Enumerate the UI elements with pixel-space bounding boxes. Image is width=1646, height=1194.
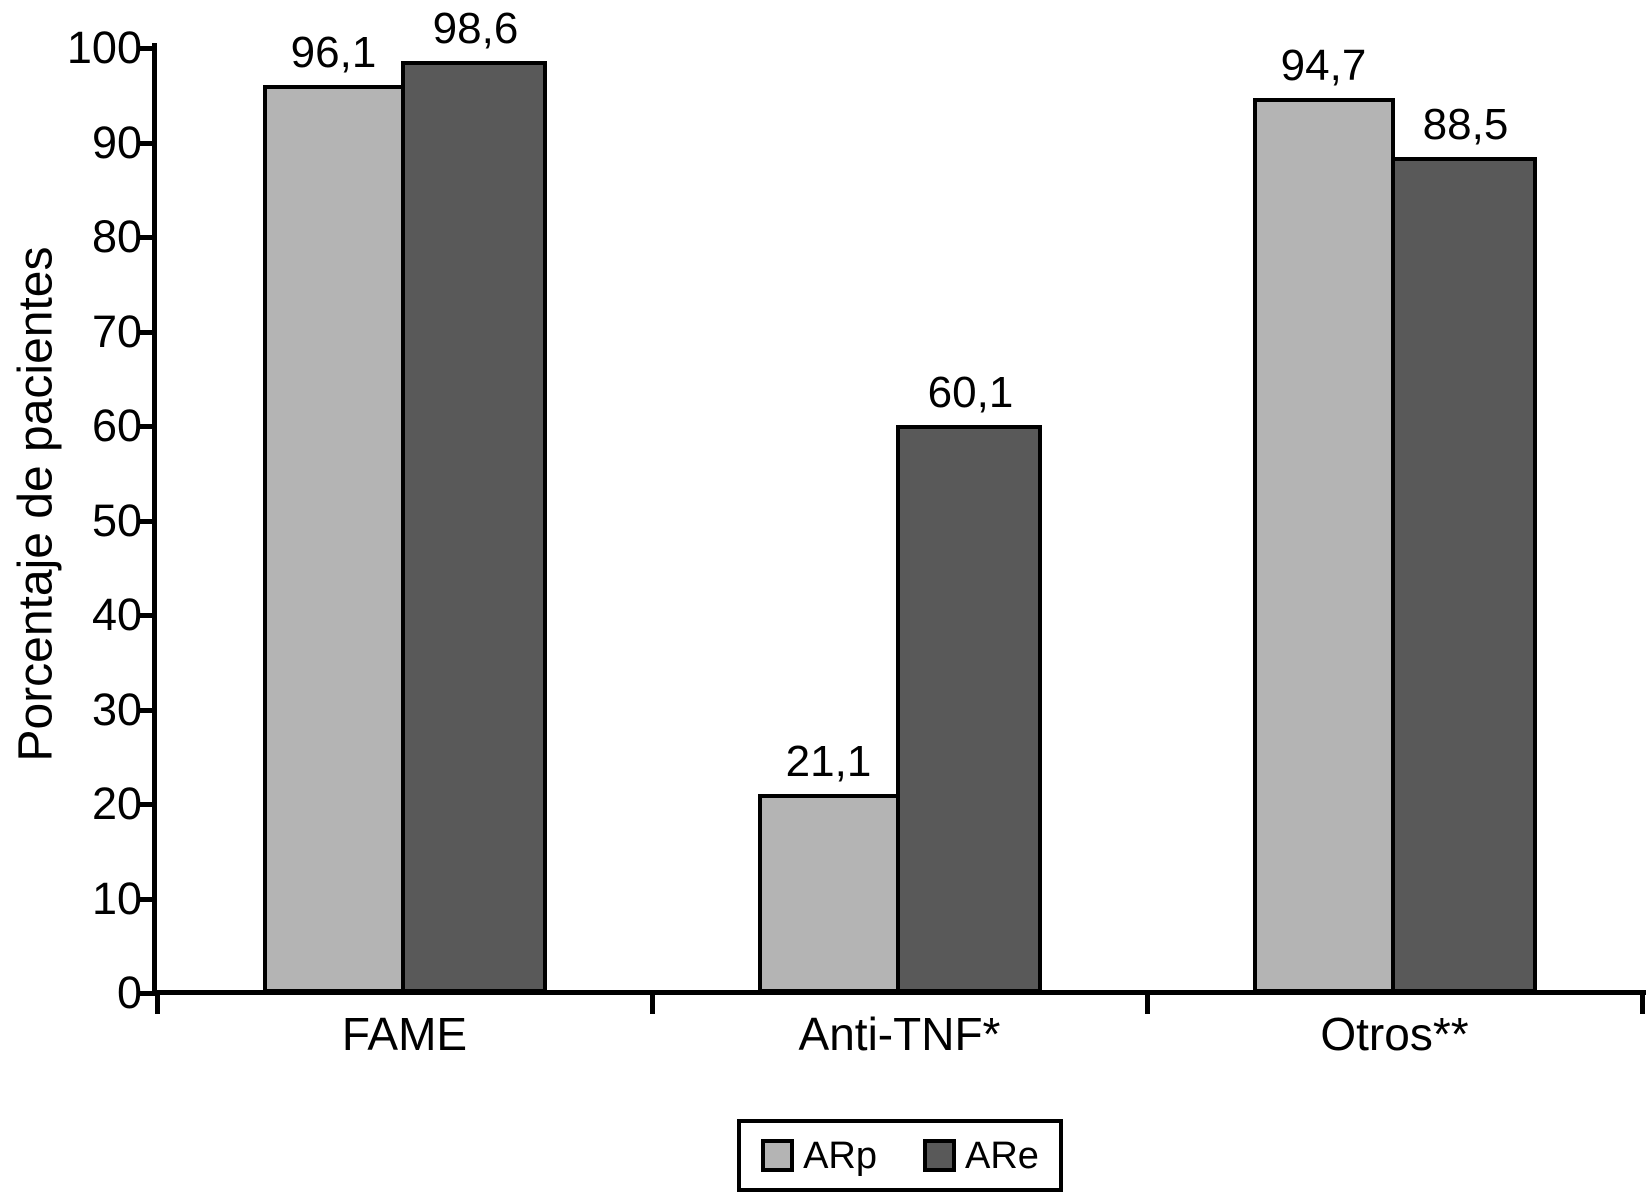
legend-item-ARe: ARe: [923, 1136, 1039, 1176]
y-tick-mark: [139, 991, 157, 996]
bar-value-label: 98,6: [432, 4, 519, 53]
y-tick-label: 80: [91, 211, 142, 262]
y-tick-label: 60: [91, 400, 142, 451]
y-tick-label: 40: [91, 589, 142, 640]
bar-value-label: 96,1: [290, 28, 377, 77]
bar-value-label: 94,7: [1280, 41, 1367, 90]
y-tick-label: 90: [91, 116, 142, 168]
x-tick-mark: [650, 990, 655, 1014]
x-category-label: Anti-TNF*: [798, 1008, 1001, 1060]
bar-value-label: 88,5: [1422, 100, 1509, 149]
y-tick-label: 20: [91, 778, 142, 829]
y-tick-mark: [139, 802, 157, 807]
y-tick-mark: [139, 518, 157, 524]
y-tick-label: 100: [66, 22, 142, 73]
bar-ARe-Anti-TNF*: [895, 425, 1042, 993]
y-tick-label: 50: [91, 494, 142, 546]
legend-label: ARe: [965, 1134, 1039, 1177]
y-tick-label: 10: [91, 872, 142, 924]
legend: ARp ARe: [737, 1119, 1063, 1192]
x-category-label: FAME: [341, 1008, 468, 1060]
bar-ARp-Otros**: [1252, 98, 1395, 993]
y-tick-mark: [139, 329, 157, 335]
x-tick-mark: [1145, 990, 1150, 1014]
legend-label: ARp: [803, 1134, 877, 1177]
legend-swatch-ARe: [923, 1139, 956, 1172]
legend-item-ARp: ARp: [761, 1136, 877, 1176]
bar-ARe-FAME: [400, 61, 547, 993]
y-tick-label: 0: [116, 967, 142, 1018]
x-axis-line: [152, 990, 1646, 995]
y-tick-mark: [139, 896, 157, 902]
y-tick-mark: [139, 46, 157, 51]
bar-ARp-FAME: [262, 85, 405, 993]
bar-ARp-Anti-TNF*: [757, 794, 900, 993]
legend-swatch-ARp: [761, 1139, 795, 1172]
y-tick-label: 70: [91, 305, 142, 357]
y-tick-mark: [139, 424, 157, 429]
bar-ARe-Otros**: [1390, 157, 1537, 993]
y-tick-mark: [139, 707, 157, 713]
x-tick-mark: [155, 990, 160, 1014]
y-tick-mark: [139, 613, 157, 618]
y-tick-label: 30: [91, 683, 142, 735]
bar-value-label: 21,1: [785, 737, 872, 786]
x-tick-mark: [1640, 990, 1645, 1014]
y-tick-mark: [139, 235, 157, 240]
x-category-label: Otros**: [1320, 1008, 1469, 1060]
bar-value-label: 60,1: [927, 368, 1014, 417]
y-tick-mark: [139, 140, 157, 146]
